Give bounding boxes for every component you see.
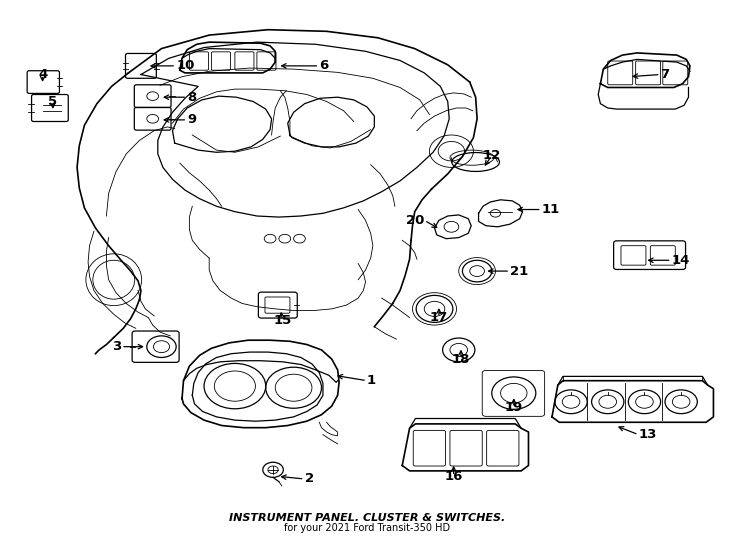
Text: 17: 17 <box>430 311 448 324</box>
Text: 10: 10 <box>176 59 195 72</box>
Text: 13: 13 <box>639 428 657 441</box>
Text: 6: 6 <box>319 59 329 72</box>
Text: 20: 20 <box>406 214 424 227</box>
Text: 19: 19 <box>505 401 523 414</box>
Text: 7: 7 <box>661 68 669 81</box>
Text: 5: 5 <box>48 95 57 108</box>
Text: 14: 14 <box>672 254 690 267</box>
Text: 11: 11 <box>542 203 560 216</box>
Text: 16: 16 <box>444 470 463 483</box>
Text: 15: 15 <box>274 314 291 327</box>
Text: INSTRUMENT PANEL. CLUSTER & SWITCHES.: INSTRUMENT PANEL. CLUSTER & SWITCHES. <box>229 514 505 523</box>
Text: 4: 4 <box>38 68 47 81</box>
Text: 21: 21 <box>510 265 528 278</box>
Text: 2: 2 <box>305 472 313 485</box>
Text: 18: 18 <box>451 353 470 366</box>
Text: 3: 3 <box>112 340 121 353</box>
Text: 12: 12 <box>483 149 501 162</box>
Text: 9: 9 <box>187 113 196 126</box>
Text: for your 2021 Ford Transit-350 HD: for your 2021 Ford Transit-350 HD <box>284 523 450 533</box>
Text: 1: 1 <box>367 374 376 387</box>
Text: 8: 8 <box>187 91 197 104</box>
